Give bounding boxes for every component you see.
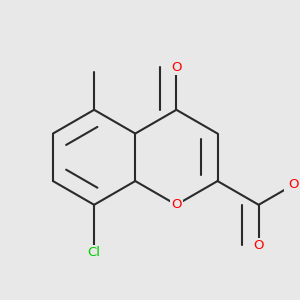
- Text: O: O: [254, 239, 264, 252]
- Text: O: O: [171, 61, 181, 74]
- Text: Cl: Cl: [88, 246, 100, 259]
- Text: O: O: [288, 178, 299, 191]
- Text: O: O: [171, 198, 181, 211]
